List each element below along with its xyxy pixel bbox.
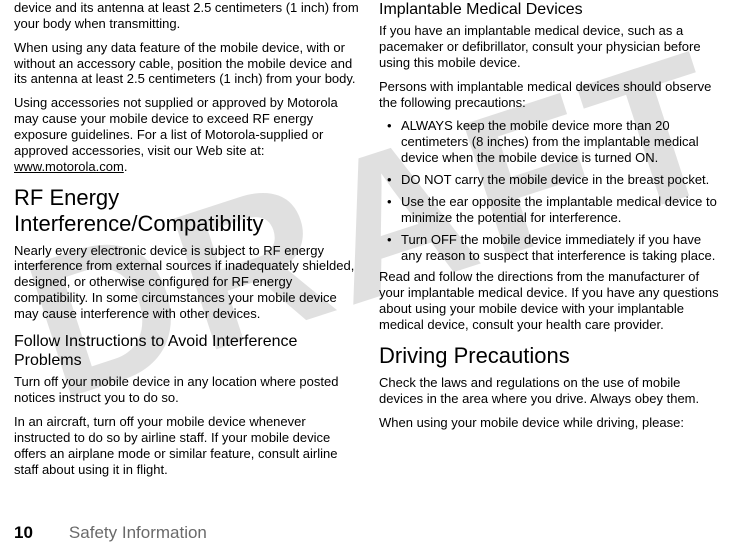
body-paragraph: If you have an implantable medical devic… — [379, 23, 724, 71]
footer-section-title: Safety Information — [69, 523, 207, 543]
body-text: . — [124, 159, 128, 174]
body-paragraph: Using accessories not supplied or approv… — [14, 95, 359, 174]
subsection-heading-interference: Follow Instructions to Avoid Interferenc… — [14, 332, 359, 370]
section-heading-rf: RF Energy Interference/Compatibility — [14, 185, 359, 237]
body-paragraph: Persons with implantable medical devices… — [379, 79, 724, 111]
list-item: Use the ear opposite the implantable med… — [401, 194, 724, 226]
body-paragraph: Nearly every electronic device is subjec… — [14, 243, 359, 322]
body-paragraph: In an aircraft, turn off your mobile dev… — [14, 414, 359, 477]
page-number: 10 — [14, 523, 33, 543]
body-paragraph: When using your mobile device while driv… — [379, 415, 724, 431]
body-paragraph: device and its antenna at least 2.5 cent… — [14, 0, 359, 32]
page-content: device and its antenna at least 2.5 cent… — [0, 0, 754, 505]
web-link: www.motorola.com — [14, 159, 124, 174]
body-paragraph: Check the laws and regulations on the us… — [379, 375, 724, 407]
list-item: Turn OFF the mobile device immediately i… — [401, 232, 724, 264]
list-item: ALWAYS keep the mobile device more than … — [401, 118, 724, 166]
body-paragraph: When using any data feature of the mobil… — [14, 40, 359, 88]
page-footer: 10 Safety Information — [14, 523, 207, 543]
section-heading-driving: Driving Precautions — [379, 343, 724, 369]
right-column: Implantable Medical Devices If you have … — [369, 0, 724, 505]
body-paragraph: Turn off your mobile device in any locat… — [14, 374, 359, 406]
list-item: DO NOT carry the mobile device in the br… — [401, 172, 724, 188]
body-paragraph: Read and follow the directions from the … — [379, 269, 724, 332]
subsection-heading-implantable: Implantable Medical Devices — [379, 0, 724, 19]
precautions-list: ALWAYS keep the mobile device more than … — [379, 118, 724, 263]
left-column: device and its antenna at least 2.5 cent… — [14, 0, 369, 505]
body-text: Using accessories not supplied or approv… — [14, 95, 338, 158]
